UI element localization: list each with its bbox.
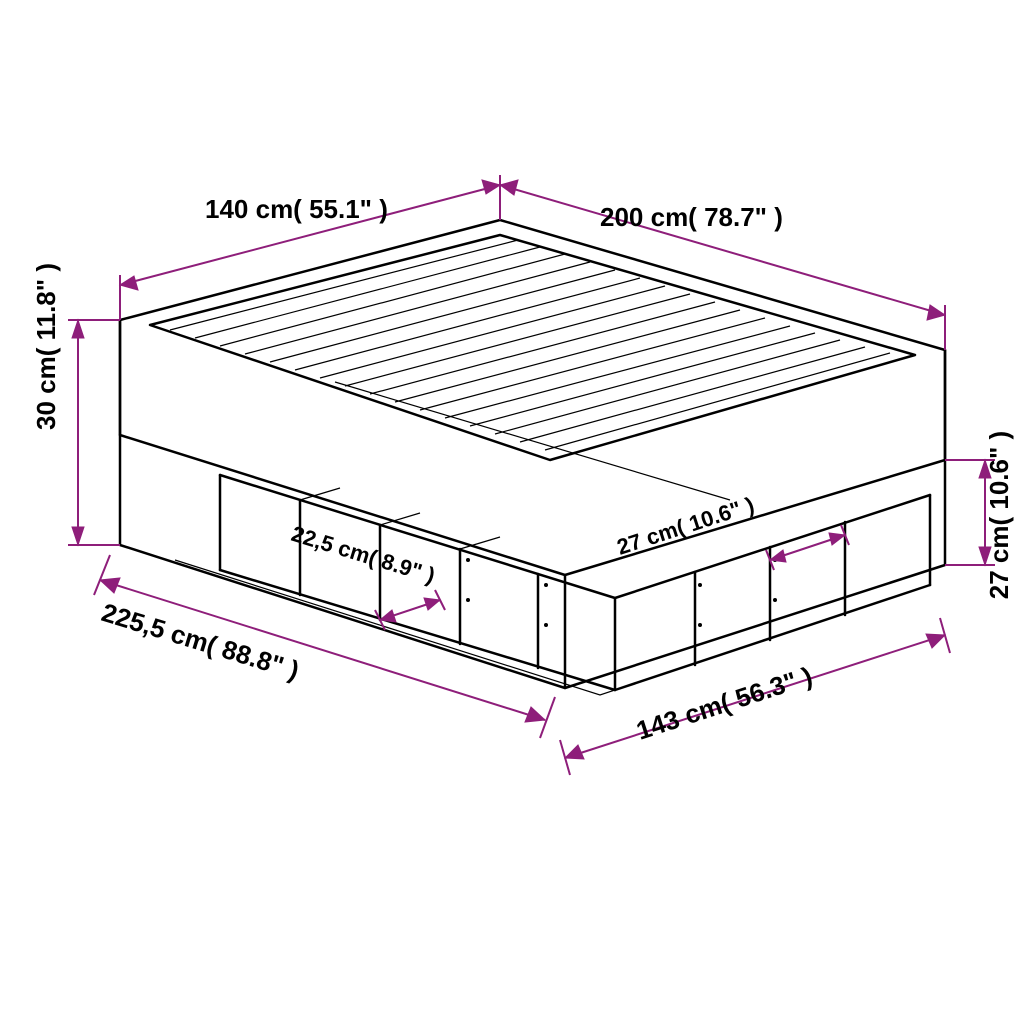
dimensions (68, 175, 995, 775)
label-cubby-width: 27 cm( 10.6" ) (614, 492, 757, 560)
label-length-top-right: 200 cm( 78.7" ) (600, 202, 783, 232)
dim-cubby-width (766, 525, 849, 570)
label-height-left: 30 cm( 11.8" ) (31, 263, 61, 430)
label-width-bottom: 143 cm( 56.3" ) (633, 661, 816, 746)
dim-depth-left (94, 555, 555, 738)
label-width-top-left: 140 cm( 55.1" ) (205, 194, 388, 224)
label-shelf-depth: 22,5 cm( 8.9" ) (289, 521, 438, 588)
dim-height-left (68, 320, 120, 545)
label-depth-left: 225,5 cm( 88.8" ) (98, 597, 302, 685)
bed-outline (120, 220, 945, 695)
cubbies (220, 475, 930, 690)
bed-dimension-diagram: 140 cm( 55.1" ) 200 cm( 78.7" ) 30 cm( 1… (0, 0, 1024, 1024)
dim-shelf-depth (375, 590, 445, 630)
label-height-right: 27 cm( 10.6" ) (984, 431, 1014, 599)
